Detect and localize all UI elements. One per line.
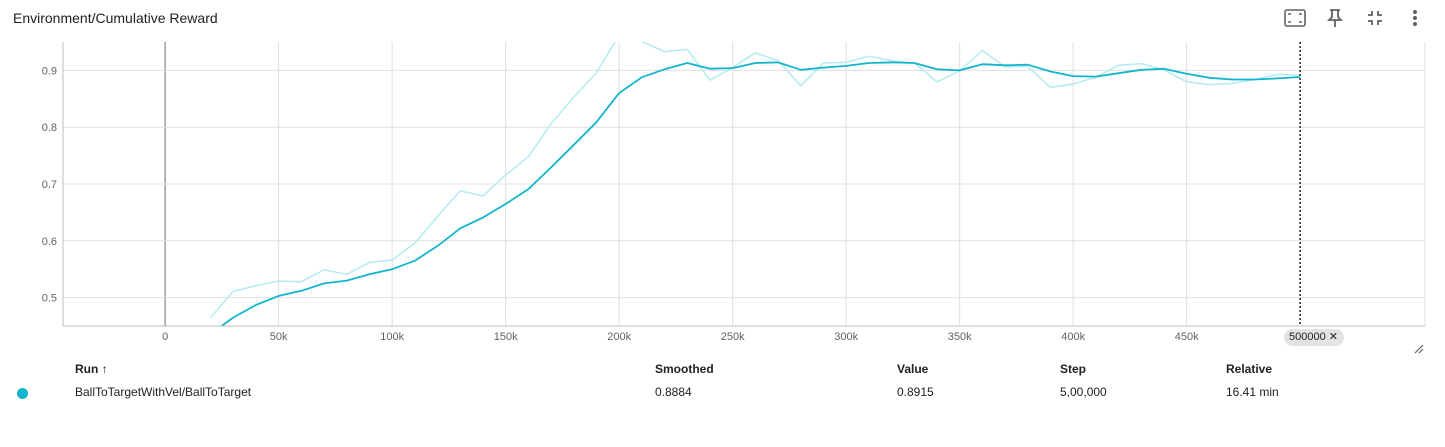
close-icon[interactable]: ✕ (1328, 331, 1338, 343)
collapse-button[interactable] (1355, 6, 1395, 30)
x-tick-label: 350k (948, 331, 972, 343)
header-step[interactable]: Step (1060, 362, 1087, 376)
cell-value: 0.8915 (897, 385, 934, 399)
more-vert-icon (1413, 10, 1417, 26)
x-tick-label: 0 (162, 331, 168, 343)
run-color-dot (17, 388, 28, 399)
x-tick-label: 300k (834, 331, 858, 343)
x-tick-label: 200k (607, 331, 631, 343)
collapse-icon (1368, 11, 1382, 25)
series-layer (210, 42, 1301, 326)
y-tick-label: 0.6 (42, 236, 57, 248)
x-tick-label: 100k (380, 331, 404, 343)
header-run[interactable]: Run ↑ (75, 362, 108, 376)
fit-to-data-button[interactable] (1275, 6, 1315, 30)
pin-icon (1327, 9, 1343, 27)
header-value[interactable]: Value (897, 362, 929, 376)
x-tick-label: 50k (270, 331, 288, 343)
cursor-step-badge: 500000 ✕ (1284, 329, 1344, 346)
grid (63, 42, 1426, 326)
fit-to-data-icon (1284, 9, 1306, 27)
y-tick-label: 0.8 (42, 122, 57, 134)
axes: 0 50k 100k 150k 200k 250k 300k 350k 400k 450k 0.5 0… (42, 42, 1425, 343)
x-tick-label: 450k (1175, 331, 1199, 343)
smoothed-series-line (220, 61, 1301, 326)
card-toolbar (1275, 6, 1435, 30)
x-tick-label: 150k (494, 331, 518, 343)
line-chart[interactable]: 0 50k 100k 150k 200k 250k 300k 350k 400k 450k 0.5 0… (0, 0, 1445, 350)
cell-step: 5,00,000 (1060, 385, 1107, 399)
raw-series-line (210, 42, 1301, 318)
chart-title: Environment/Cumulative Reward (13, 10, 218, 26)
more-options-button[interactable] (1395, 6, 1435, 30)
cursor-step-label: 500000 (1289, 331, 1326, 343)
header-smoothed[interactable]: Smoothed (655, 362, 714, 376)
y-tick-label: 0.9 (42, 65, 57, 77)
header-relative[interactable]: Relative (1226, 362, 1273, 376)
y-tick-label: 0.7 (42, 179, 57, 191)
pin-button[interactable] (1315, 6, 1355, 30)
cell-run: BallToTargetWithVel/BallToTarget (75, 385, 252, 399)
resize-handle-icon[interactable] (1414, 344, 1424, 354)
y-tick-label: 0.5 (42, 293, 57, 305)
cell-smoothed: 0.8884 (655, 385, 692, 399)
x-tick-label: 400k (1061, 331, 1085, 343)
x-tick-label: 250k (721, 331, 745, 343)
cell-relative: 16.41 min (1226, 385, 1279, 399)
